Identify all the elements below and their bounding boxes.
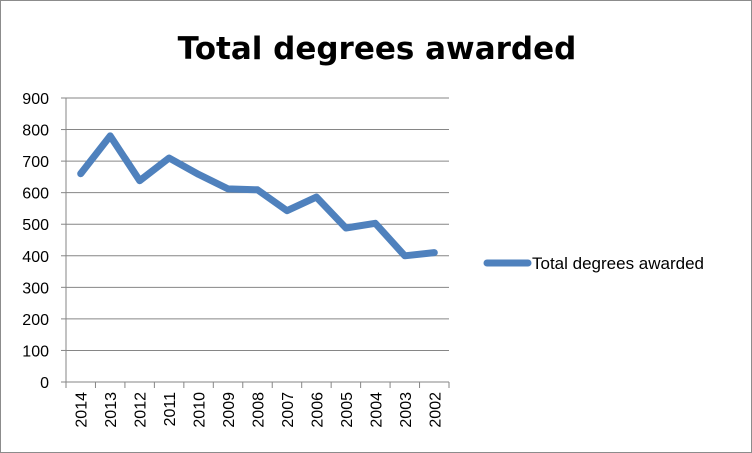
- legend: Total degrees awarded: [483, 254, 704, 273]
- y-tick-label: 900: [22, 91, 49, 108]
- y-tick-label: 400: [22, 249, 49, 266]
- x-tick-label: 2002: [427, 392, 444, 428]
- x-tick-label: 2006: [309, 392, 326, 428]
- x-tick-label: 2013: [103, 392, 120, 428]
- x-tick-label: 2008: [251, 392, 268, 428]
- y-tick-label: 0: [40, 375, 49, 392]
- axes: [65, 98, 449, 383]
- x-tick-label: 2010: [192, 392, 209, 428]
- y-tick-label: 300: [22, 280, 49, 297]
- y-tick-label: 100: [22, 343, 49, 360]
- x-tick-label: 2007: [280, 392, 297, 428]
- y-tick-label: 200: [22, 312, 49, 329]
- x-tick-label: 2004: [368, 392, 385, 428]
- y-tick-label: 700: [22, 154, 49, 171]
- chart-title: Total degrees awarded: [178, 31, 577, 67]
- y-tick-label: 800: [22, 123, 49, 140]
- series: [77, 132, 438, 260]
- y-axis-ticks: 0 100 200 300 400 500 600 700 800 900: [22, 91, 66, 392]
- x-tick-label: 2005: [339, 392, 356, 428]
- series-line: [77, 132, 438, 260]
- x-tick-label: 2012: [133, 392, 150, 428]
- gridlines: [66, 97, 449, 351]
- legend-label: Total degrees awarded: [532, 254, 704, 273]
- x-tick-label: 2003: [398, 392, 415, 428]
- x-axis-ticks: 2014 2013 2012 2011 2010 2009 2008 2007 2006 2005…: [65, 382, 450, 428]
- y-tick-label: 600: [22, 186, 49, 203]
- x-tick-label: 2009: [221, 392, 238, 428]
- x-tick-label: 2014: [74, 392, 91, 428]
- x-tick-label: 2011: [162, 392, 179, 427]
- y-tick-label: 500: [22, 217, 49, 234]
